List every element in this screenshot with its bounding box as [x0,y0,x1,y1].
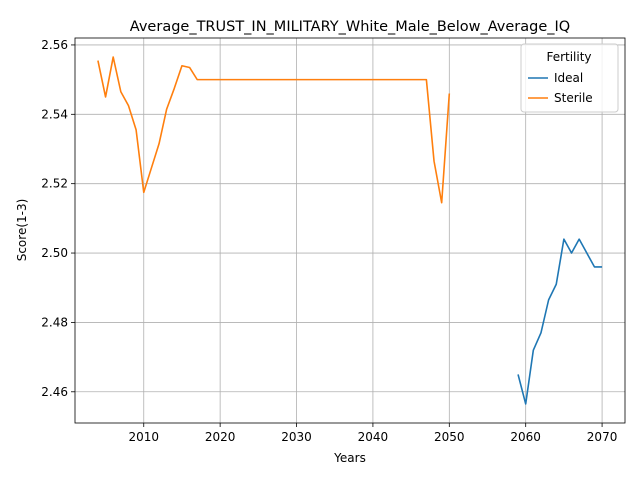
y-tick-label: 2.54 [41,107,68,121]
y-tick-label: 2.56 [41,38,68,52]
y-tick-label: 2.52 [41,177,68,191]
legend: Fertility Ideal Sterile [520,43,619,113]
chart-title: Average_TRUST_IN_MILITARY_White_Male_Bel… [130,19,570,35]
x-axis-ticks: 2010 2020 2030 2040 2050 2060 2070 [128,423,617,444]
x-tick-label: 2060 [510,430,541,444]
plot-lines [97,56,603,405]
x-tick-label: 2050 [434,430,465,444]
x-tick-label: 2030 [281,430,312,444]
y-tick-label: 2.46 [41,385,68,399]
x-tick-label: 2020 [205,430,236,444]
y-axis-label: Score(1-3) [15,199,29,262]
y-tick-label: 2.50 [41,246,68,260]
x-tick-label: 2010 [128,430,159,444]
x-tick-label: 2070 [587,430,618,444]
legend-label-sterile: Sterile [554,91,593,105]
y-tick-label: 2.48 [41,315,68,329]
legend-label-ideal: Ideal [554,71,583,85]
gridlines [75,38,625,423]
x-tick-label: 2040 [358,430,389,444]
series-line-sterile [97,56,451,204]
series-line-ideal [517,238,603,405]
plot-frame [74,37,626,424]
y-axis-ticks: 2.46 2.48 2.50 2.52 2.54 2.56 [41,38,75,399]
legend-box [520,43,619,113]
x-axis-label: Years [333,451,366,465]
legend-title: Fertility [546,50,591,64]
